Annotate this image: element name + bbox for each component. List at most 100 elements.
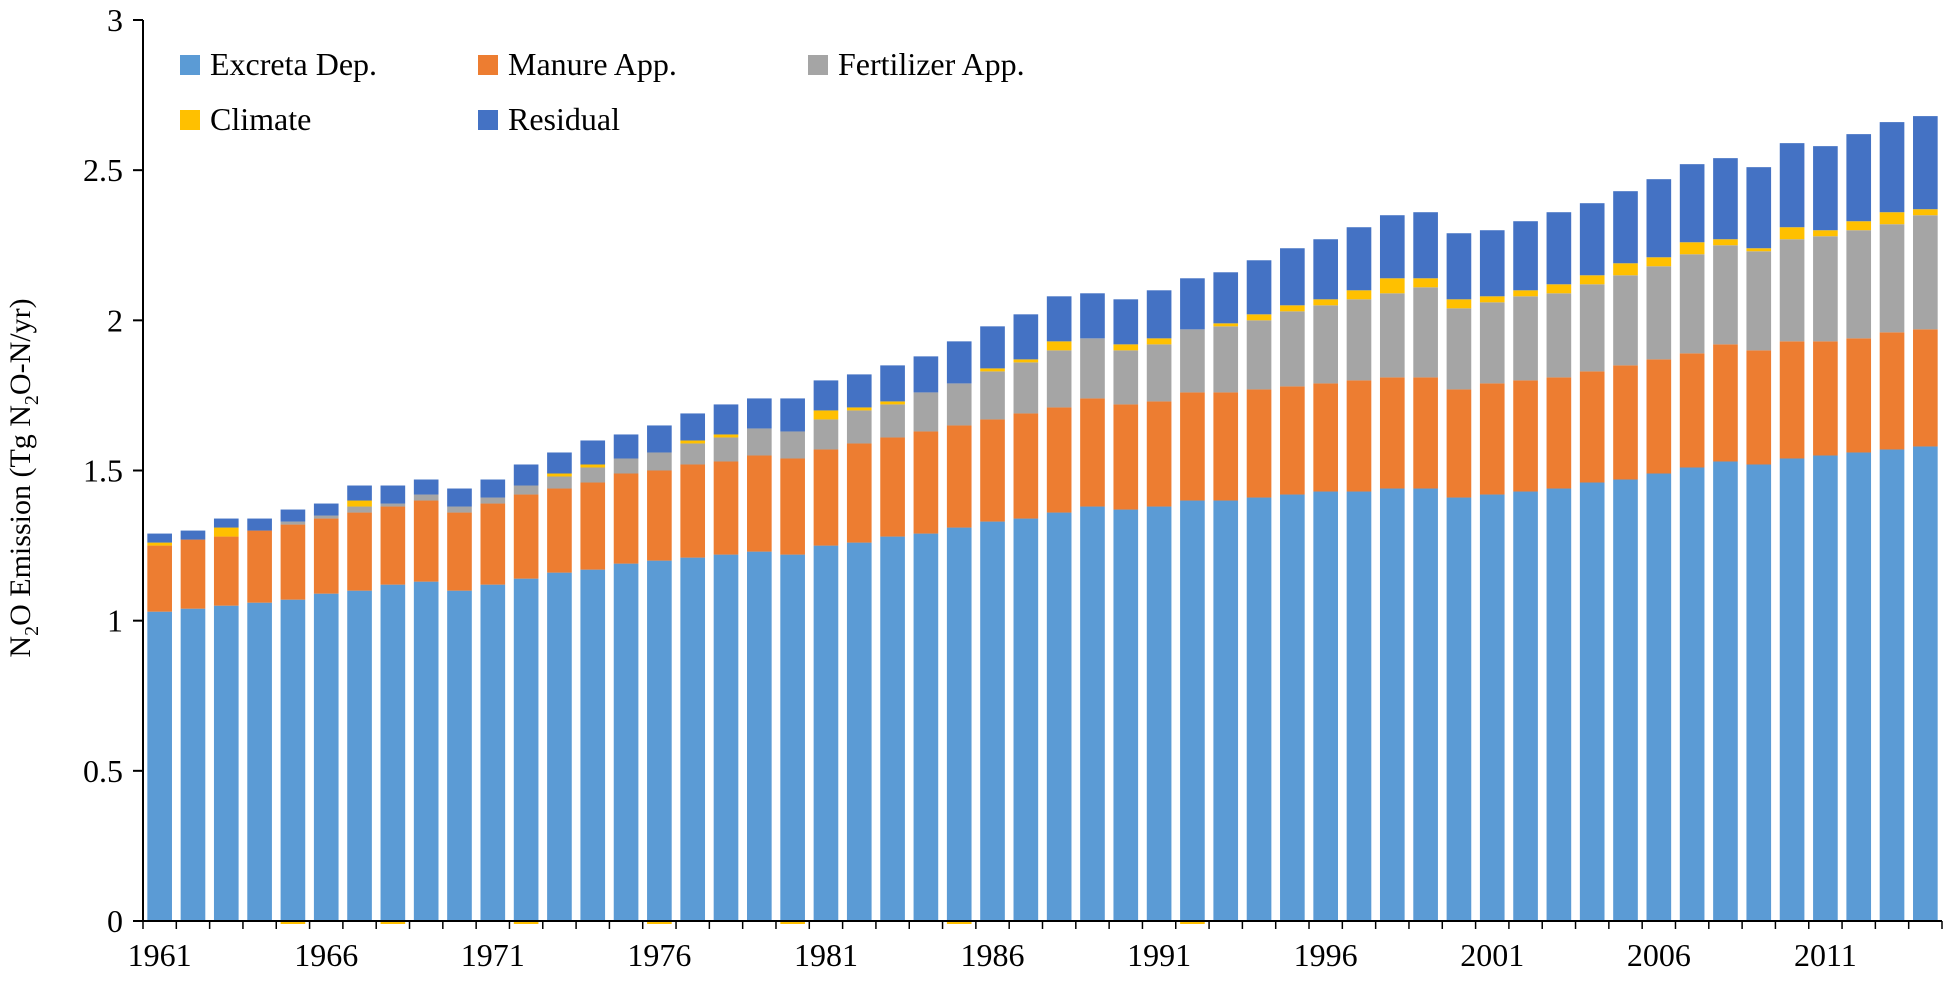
bar-segment-manure-app-2007 (1679, 353, 1705, 468)
legend-swatch-excreta-dep (180, 55, 200, 75)
bar-segment-fertilizer-app-2003 (1546, 293, 1572, 378)
bar-segment-climate-1965 (280, 921, 306, 924)
bar-segment-residual-1965 (280, 509, 306, 522)
y-tick-label: 3 (107, 2, 123, 38)
bar-segment-excreta-dep-2014 (1913, 446, 1938, 921)
legend-label-residual: Residual (508, 101, 620, 137)
bar-segment-climate-1982 (846, 407, 872, 411)
bar-segment-residual-2001 (1479, 230, 1505, 297)
bar-segment-residual-2008 (1713, 158, 1738, 240)
bar-segment-manure-app-2001 (1479, 383, 1505, 495)
x-tick-label: 2006 (1627, 937, 1691, 973)
bar-segment-manure-app-2012 (1846, 338, 1872, 453)
bar-segment-climate-1974 (580, 464, 606, 468)
bar-segment-excreta-dep-1962 (180, 608, 206, 921)
bar-segment-residual-2012 (1846, 134, 1872, 222)
bar-segment-manure-app-1999 (1413, 377, 1438, 489)
bar-segment-residual-1998 (1379, 215, 1405, 279)
bar-segment-excreta-dep-1978 (713, 554, 739, 921)
bar-segment-manure-app-1982 (846, 443, 872, 543)
bar-segment-climate-2007 (1679, 242, 1705, 255)
bar-segment-climate-1991 (1146, 338, 1172, 345)
bar-segment-excreta-dep-1970 (447, 590, 472, 921)
bar-segment-climate-2011 (1813, 230, 1838, 237)
bar-segment-residual-1981 (813, 380, 839, 411)
bar-segment-fertilizer-app-1973 (547, 476, 572, 489)
bar-segment-fertilizer-app-1999 (1413, 287, 1438, 378)
bar-segment-fertilizer-app-2008 (1713, 245, 1738, 345)
bar-segment-residual-1979 (747, 398, 772, 429)
bar-segment-residual-1966 (313, 503, 339, 516)
bar-segment-manure-app-1976 (647, 470, 672, 561)
bar-segment-manure-app-1985 (946, 425, 972, 528)
bar-segment-excreta-dep-1974 (580, 569, 606, 921)
bar-segment-climate-1995 (1280, 305, 1305, 312)
bar-segment-climate-1999 (1413, 278, 1438, 288)
bar-segment-excreta-dep-2011 (1813, 455, 1838, 921)
bar-segment-excreta-dep-2001 (1479, 494, 1505, 921)
bar-segment-manure-app-1965 (280, 524, 306, 600)
y-tick-label: 2.5 (83, 152, 123, 188)
x-tick-label: 1971 (461, 937, 525, 973)
bar-segment-climate-1997 (1346, 290, 1372, 300)
bar-segment-fertilizer-app-1983 (880, 404, 905, 438)
bar-segment-excreta-dep-1973 (547, 572, 572, 921)
bar-segment-excreta-dep-2003 (1546, 488, 1572, 921)
bar-segment-residual-1984 (913, 356, 939, 393)
bar-segment-fertilizer-app-1995 (1280, 311, 1305, 387)
y-tick-label: 2 (107, 302, 123, 338)
bar-segment-manure-app-1981 (813, 449, 839, 546)
bar-segment-excreta-dep-1994 (1246, 497, 1272, 921)
bar-segment-excreta-dep-1991 (1146, 506, 1172, 921)
bar-segment-residual-2005 (1613, 191, 1638, 264)
bar-segment-residual-1994 (1246, 260, 1272, 315)
bar-segment-residual-1971 (480, 479, 506, 498)
bar-segment-manure-app-2014 (1913, 329, 1938, 447)
bar-segment-excreta-dep-1986 (980, 521, 1005, 921)
bar-segment-residual-1996 (1313, 239, 1338, 300)
bar-segment-manure-app-1975 (613, 473, 639, 564)
bar-segment-residual-2010 (1779, 143, 1805, 228)
bar-segment-residual-1982 (846, 374, 872, 408)
bar-segment-residual-1970 (447, 488, 472, 507)
bar-segment-excreta-dep-2004 (1579, 482, 1605, 921)
bar-segment-excreta-dep-1976 (647, 560, 672, 921)
bar-segment-fertilizer-app-2006 (1646, 266, 1672, 360)
y-tick-label: 1.5 (83, 453, 123, 489)
bar-segment-fertilizer-app-1978 (713, 437, 739, 462)
bar-segment-residual-1976 (647, 425, 672, 453)
bar-segment-manure-app-1989 (1080, 398, 1105, 507)
legend-swatch-residual (478, 110, 498, 130)
bars-layer (147, 116, 1938, 924)
bar-segment-fertilizer-app-2011 (1813, 236, 1838, 342)
bar-segment-manure-app-1987 (1013, 413, 1039, 519)
bar-segment-excreta-dep-1969 (413, 581, 439, 921)
bar-segment-manure-app-2003 (1546, 377, 1572, 489)
bar-segment-residual-2014 (1913, 116, 1938, 210)
bar-segment-manure-app-2004 (1579, 371, 1605, 483)
bar-segment-climate-2003 (1546, 284, 1572, 294)
bar-segment-residual-1968 (380, 485, 406, 504)
bar-segment-excreta-dep-1963 (213, 605, 239, 921)
bar-segment-manure-app-1968 (380, 506, 406, 585)
bar-segment-excreta-dep-1968 (380, 584, 406, 921)
bar-segment-excreta-dep-2006 (1646, 473, 1672, 921)
bar-segment-manure-app-1996 (1313, 383, 1338, 492)
bar-segment-excreta-dep-2002 (1513, 491, 1538, 921)
bar-segment-fertilizer-app-2010 (1779, 239, 1805, 342)
bar-segment-climate-1992 (1180, 921, 1205, 924)
bar-segment-excreta-dep-1993 (1213, 500, 1239, 921)
bar-segment-residual-1975 (613, 434, 639, 459)
bar-segment-climate-2014 (1913, 209, 1938, 216)
bar-segment-fertilizer-app-2007 (1679, 254, 1705, 354)
bar-segment-climate-1976 (647, 921, 672, 924)
bar-segment-manure-app-1970 (447, 512, 472, 591)
y-tick-label: 0.5 (83, 753, 123, 789)
bar-segment-fertilizer-app-1993 (1213, 326, 1239, 393)
bar-segment-climate-2006 (1646, 257, 1672, 267)
bar-segment-residual-1967 (347, 485, 372, 501)
bar-segment-fertilizer-app-2009 (1746, 251, 1772, 351)
bar-segment-fertilizer-app-1966 (313, 515, 339, 519)
bar-segment-fertilizer-app-1998 (1379, 293, 1405, 378)
